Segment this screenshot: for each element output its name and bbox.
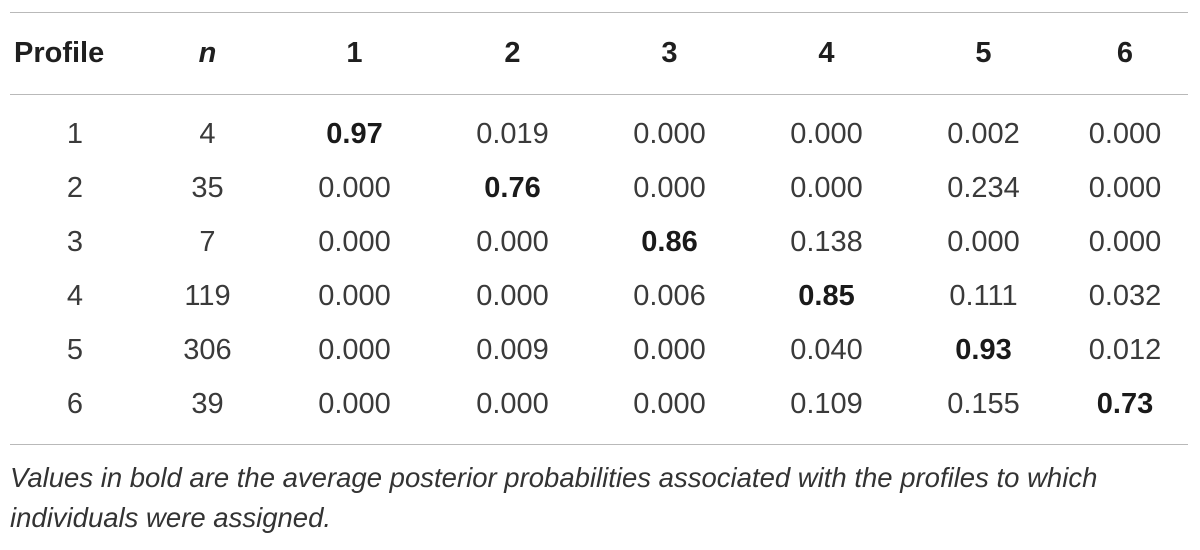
cell-probability: 0.000 [476,279,549,312]
cell-probability: 0.006 [633,279,706,312]
table-row: 6 39 0.000 0.000 0.000 0.109 0.155 0.73 [10,377,1188,431]
cell-probability: 0.012 [1088,333,1162,366]
cell-probability: 0.000 [1088,225,1162,258]
cell-probability: 0.138 [790,225,863,258]
cell-probability: 0.000 [633,333,706,366]
cell-profile: 6 [66,387,84,420]
posterior-probability-table: Profile n 1 2 3 4 5 6 1 4 0.97 0.019 0.000 0.… [10,13,1188,431]
cell-n: 7 [199,225,216,258]
cell-profile: 5 [66,333,84,366]
header-col-1: 1 [346,37,363,69]
header-col-4: 4 [818,37,835,69]
cell-probability: 0.97 [326,117,383,150]
cell-probability: 0.000 [318,333,391,366]
cell-probability: 0.000 [476,387,549,420]
cell-probability: 0.002 [947,117,1020,150]
header-rule [10,94,1188,95]
cell-probability: 0.85 [798,279,855,312]
cell-n: 35 [191,171,224,204]
cell-n: 306 [183,333,232,366]
cell-probability: 0.93 [955,333,1012,366]
cell-profile: 4 [66,279,84,312]
table-row: 3 7 0.000 0.000 0.86 0.138 0.000 0.000 [10,215,1188,269]
cell-probability: 0.009 [476,333,549,366]
cell-probability: 0.111 [949,279,1018,312]
table-row: 1 4 0.97 0.019 0.000 0.000 0.002 0.000 [10,94,1188,161]
cell-probability: 0.000 [633,171,706,204]
cell-n: 39 [191,387,224,420]
header-n: n [198,37,217,69]
table-row: 5 306 0.000 0.009 0.000 0.040 0.93 0.012 [10,323,1188,377]
cell-profile: 2 [66,171,84,204]
cell-probability: 0.73 [1096,387,1154,420]
cell-probability: 0.76 [484,171,541,204]
cell-probability: 0.109 [790,387,863,420]
bottom-rule [10,444,1188,445]
cell-profile: 3 [66,225,84,258]
cell-profile: 1 [66,117,84,150]
cell-probability: 0.000 [790,117,863,150]
header-col-3: 3 [661,37,678,69]
table-row: 2 35 0.000 0.76 0.000 0.000 0.234 0.000 [10,161,1188,215]
cell-n: 119 [184,279,231,312]
cell-probability: 0.000 [318,171,391,204]
cell-probability: 0.86 [641,225,698,258]
header-col-2: 2 [504,37,521,69]
cell-probability: 0.000 [633,117,706,150]
cell-probability: 0.000 [633,387,706,420]
cell-probability: 0.000 [318,279,391,312]
cell-probability: 0.000 [1088,117,1162,150]
cell-probability: 0.000 [476,225,549,258]
cell-probability: 0.040 [790,333,863,366]
cell-probability: 0.155 [947,387,1020,420]
top-rule [10,12,1188,13]
cell-n: 4 [199,117,216,150]
table-row: 4 119 0.000 0.000 0.006 0.85 0.111 0.032 [10,269,1188,323]
cell-probability: 0.000 [947,225,1020,258]
cell-probability: 0.000 [790,171,863,204]
header-profile: Profile [14,37,105,69]
header-row: Profile n 1 2 3 4 5 6 [10,13,1188,94]
cell-probability: 0.000 [318,387,391,420]
cell-probability: 0.032 [1088,279,1162,312]
cell-probability: 0.000 [1088,171,1162,204]
cell-probability: 0.234 [947,171,1020,204]
header-col-5: 5 [975,37,992,69]
cell-probability: 0.000 [318,225,391,258]
cell-probability: 0.019 [476,117,549,150]
table-footnote: Values in bold are the average posterior… [10,462,1098,533]
header-col-6: 6 [1116,37,1134,69]
